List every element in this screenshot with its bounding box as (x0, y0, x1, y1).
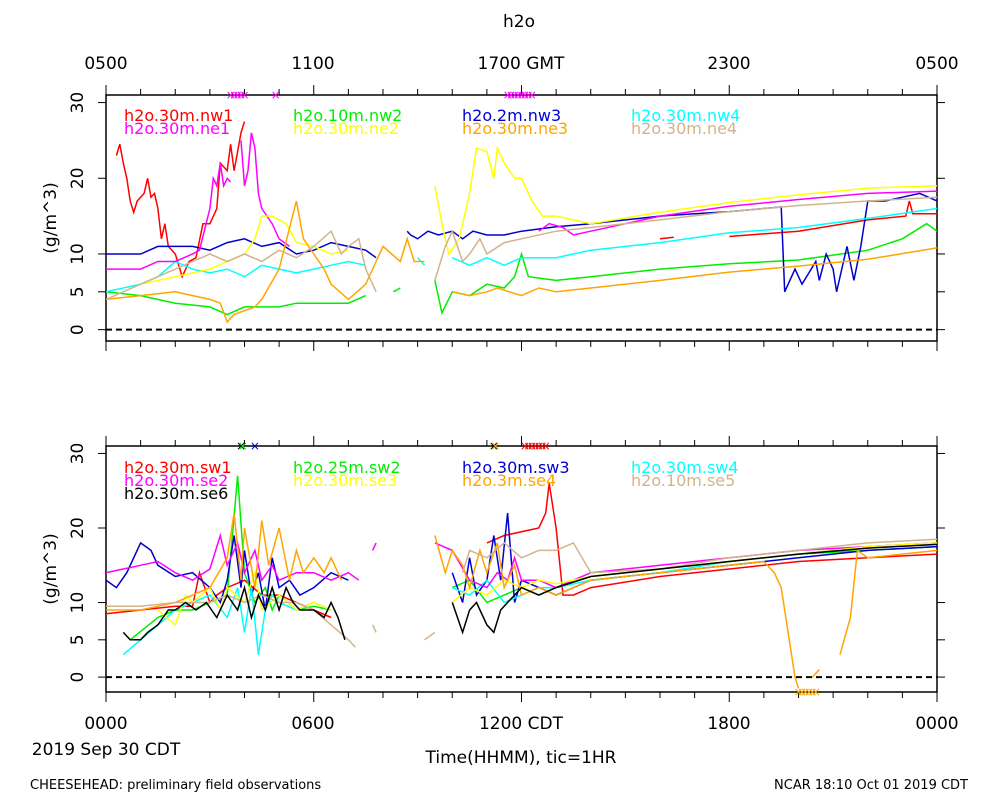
y-axis-title: (g/m^3) (41, 533, 61, 604)
series-line-h2o.30m.se6 (122, 543, 937, 641)
overflow-marker: × (530, 439, 540, 453)
legend-entry: h2o.30m.se3 (293, 471, 397, 490)
overflow-marker: × (236, 439, 246, 453)
series-line-h2o.30m.nw4 (106, 207, 937, 293)
bottom-axis-label: 0600 (291, 714, 334, 734)
bottom-axis-label: 1800 (707, 714, 750, 734)
overflow-marker: × (489, 439, 499, 453)
series-line-h2o.30m.sw1 (106, 483, 937, 619)
overflow-marker: × (239, 88, 249, 102)
overflow-marker: × (503, 88, 513, 102)
top-axis-label: 0500 (915, 54, 958, 74)
legend-entry: h2o.30m.ne4 (631, 119, 737, 138)
overflow-marker: × (229, 88, 239, 102)
x-axis-title: Time(HHMM), tic=1HR (425, 748, 617, 768)
underflow-marker: × (807, 685, 817, 699)
top-axis-labels: 0500 1100 1700 GMT 2300 0500 (84, 54, 958, 74)
legend-entry: h2o.30m.sw4 (631, 458, 739, 477)
footer-right: NCAR 18:10 Oct 01 2019 CDT (774, 778, 968, 793)
legend-entry: h2o.2m.nw3 (462, 106, 561, 125)
legend-entry: h2o.10m.nw2 (293, 106, 402, 125)
legend-entry: h2o.30m.nw1 (124, 106, 233, 125)
legend-entry: h2o.30m.se6 (124, 484, 228, 503)
legend-entry: h2o.30m.nw4 (631, 106, 740, 125)
bottom-axis-label: 0000 (84, 714, 127, 734)
underflow-marker: × (800, 685, 810, 699)
overflow-marker: × (271, 88, 281, 102)
y-tick-label: 20 (68, 167, 88, 189)
bottom-axis-label: 0000 (915, 714, 958, 734)
top-axis-label: 0500 (84, 54, 127, 74)
legend-entry: h2o.30m.sw3 (462, 458, 570, 477)
y-tick-label: 10 (68, 243, 88, 265)
series-line-h2o.30m.ne3 (106, 200, 937, 324)
y-tick-label: 0 (68, 672, 88, 683)
series-line-h2o.30m.ne1 (106, 132, 937, 270)
legend-entry: h2o.10m.se5 (631, 471, 735, 490)
bottom-axis-label: 1200 CDT (479, 714, 564, 734)
overflow-marker: × (527, 88, 537, 102)
overflow-marker: × (250, 439, 260, 453)
overflow-marker: × (534, 439, 544, 453)
legend-entry: h2o.30m.ne2 (293, 119, 399, 138)
top-axis-label: 1100 (291, 54, 334, 74)
overflow-marker: × (513, 88, 523, 102)
underflow-marker: × (797, 685, 807, 699)
overflow-marker: × (537, 439, 547, 453)
y-tick-label: 5 (68, 634, 88, 645)
bottom-axis-labels: 0000 0600 1200 CDT 1800 0000 (84, 714, 958, 734)
legend-entry: h2o.25m.sw2 (293, 458, 401, 477)
overflow-marker: × (491, 439, 501, 453)
legend-entry: h2o.30m.ne1 (124, 119, 230, 138)
overflow-marker: × (527, 439, 537, 453)
overflow-marker: × (226, 88, 236, 102)
series-line-h2o.2m.nw3 (106, 192, 937, 293)
y-tick-label: 5 (68, 286, 88, 297)
chart-title: h2o (503, 12, 535, 32)
footer-left: CHEESEHEAD: preliminary field observatio… (30, 778, 321, 793)
y-tick-label: 10 (68, 592, 88, 614)
date-label: 2019 Sep 30 CDT (32, 740, 181, 760)
overflow-marker: × (523, 88, 533, 102)
underflow-marker: × (811, 685, 821, 699)
y-tick-label: 30 (68, 443, 88, 465)
y-tick-label: 30 (68, 92, 88, 114)
overflow-marker: × (520, 439, 530, 453)
overflow-marker: × (520, 88, 530, 102)
legend-entry: h2o.3m.se4 (462, 471, 556, 490)
overflow-marker: × (236, 88, 246, 102)
legend-entry: h2o.30m.se2 (124, 471, 228, 490)
overflow-marker: × (523, 439, 533, 453)
overflow-marker: × (506, 88, 516, 102)
series-line-h2o.10m.se5 (106, 538, 937, 648)
series-line-h2o.30m.ne4 (106, 196, 937, 301)
underflow-marker: × (793, 685, 803, 699)
top-axis-label: 1700 GMT (478, 54, 566, 74)
top-axis-label: 2300 (707, 54, 750, 74)
y-tick-label: 20 (68, 517, 88, 539)
series-line-h2o.10m.nw2 (106, 222, 937, 316)
overflow-marker: × (541, 439, 551, 453)
underflow-marker: × (804, 685, 814, 699)
y-tick-label: 0 (68, 324, 88, 335)
overflow-marker: × (233, 88, 243, 102)
y-axis-title: (g/m^3) (41, 182, 61, 253)
overflow-marker: × (516, 88, 526, 102)
series-line-h2o.30m.nw1 (115, 121, 937, 279)
overflow-marker: × (238, 439, 248, 453)
legend-entry: h2o.30m.ne3 (462, 119, 568, 138)
legend-entry: h2o.30m.sw1 (124, 458, 232, 477)
overflow-marker: × (510, 88, 520, 102)
